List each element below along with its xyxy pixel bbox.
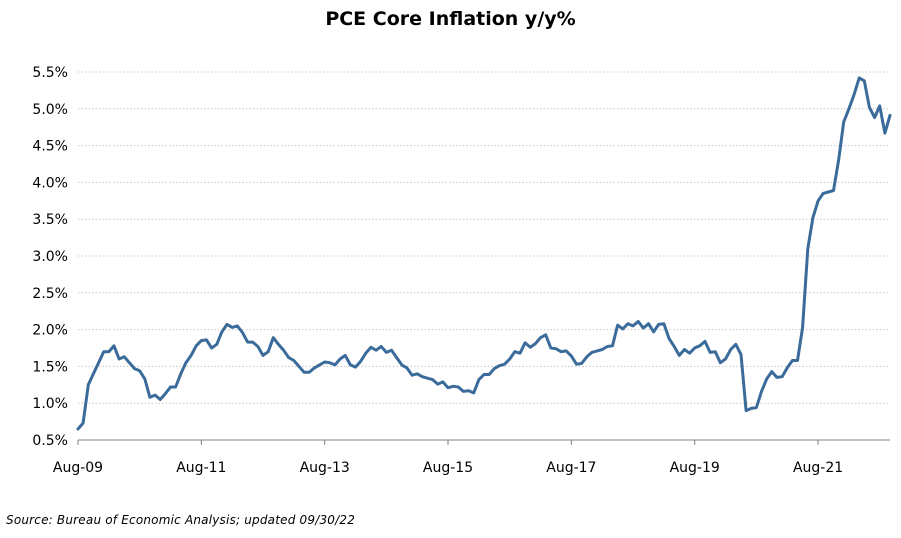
x-tick-label: Aug-21 — [793, 460, 843, 476]
y-tick-label: 0.5% — [32, 433, 68, 449]
y-tick-label: 5.5% — [32, 65, 68, 81]
y-tick-label: 3.0% — [32, 249, 68, 265]
series-layer — [76, 76, 892, 431]
x-tick-label: Aug-09 — [53, 460, 103, 476]
y-tick-label: 4.5% — [32, 139, 68, 155]
x-tick-label: Aug-11 — [176, 460, 226, 476]
y-tick-label: 1.5% — [32, 359, 68, 375]
x-tick-label: Aug-19 — [670, 460, 720, 476]
grid-layer — [78, 71, 890, 404]
x-axis-ticks: Aug-09 Aug-11 Aug-13 Aug-15 Aug-17 Aug-19 Aug-… — [53, 440, 843, 476]
y-axis-ticks: 5.5% 5.0% 4.5% 4.0% 3.5% 3.0% 2.5% 2.0% 1.5% 1.0%… — [32, 65, 68, 449]
x-tick-label: Aug-15 — [423, 460, 473, 476]
y-tick-label: 4.0% — [32, 175, 68, 191]
source-note: Source: Bureau of Economic Analysis; upd… — [6, 513, 356, 527]
chart-title: PCE Core Inflation y/y% — [325, 8, 576, 30]
x-tick-label: Aug-13 — [300, 460, 350, 476]
x-tick-label: Aug-17 — [546, 460, 596, 476]
series-line — [76, 76, 892, 431]
y-tick-label: 3.5% — [32, 212, 68, 228]
y-tick-label: 1.0% — [32, 396, 68, 412]
y-tick-label: 2.5% — [32, 286, 68, 302]
y-tick-label: 2.0% — [32, 323, 68, 339]
y-tick-label: 5.0% — [32, 102, 68, 118]
